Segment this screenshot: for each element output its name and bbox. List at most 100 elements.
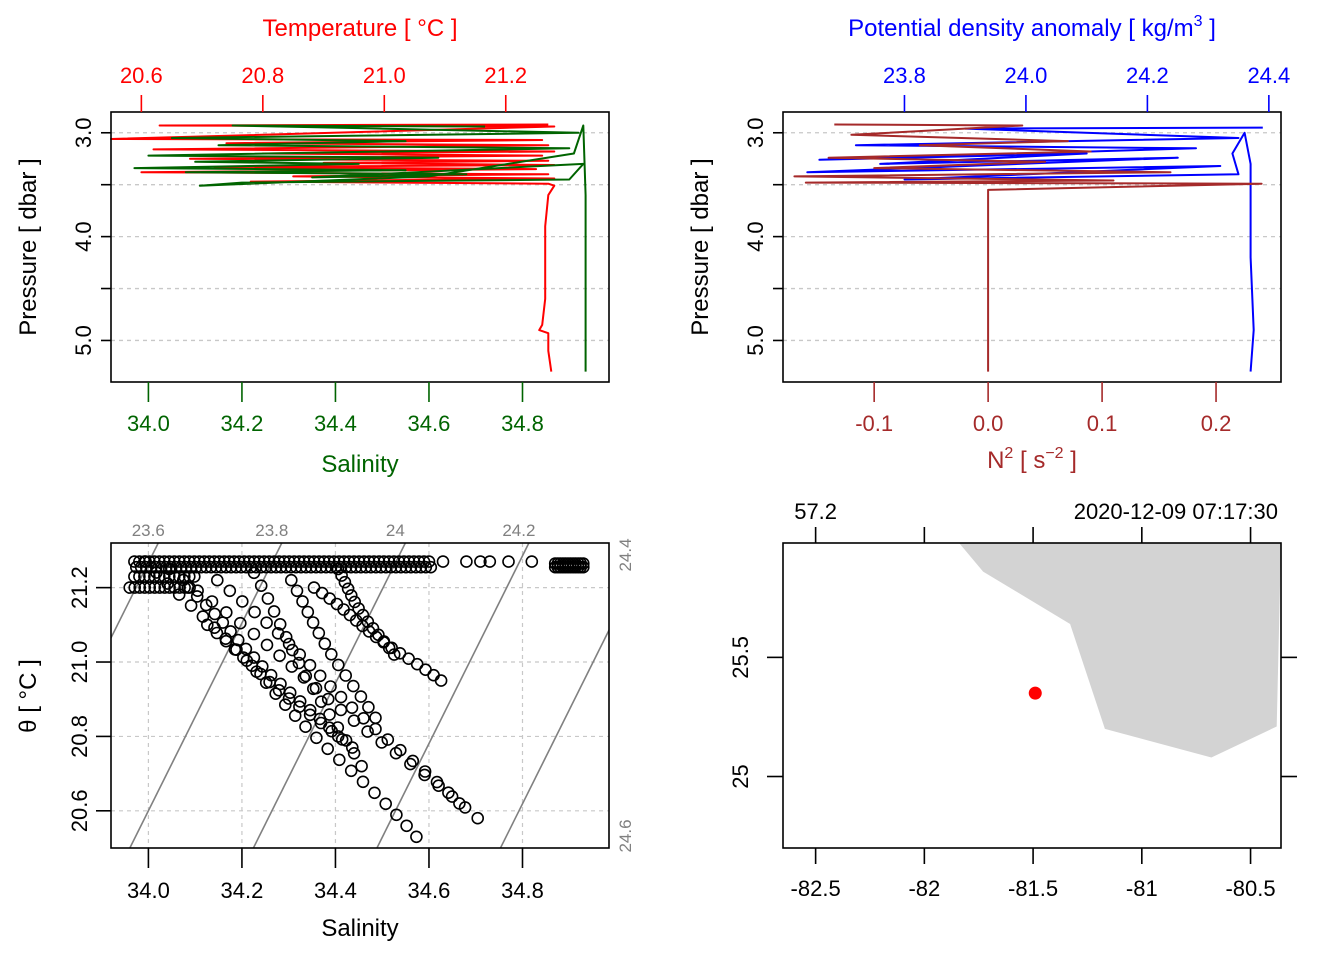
series-line-potential-density-anomaly [806, 126, 1263, 372]
n2-label-sup: 2 [1004, 445, 1013, 462]
data-point [168, 581, 181, 594]
top-axis-title: Potential density anomaly [ kg/m3 ] [848, 13, 1216, 42]
data-point [153, 581, 166, 594]
isopycnal-line [376, 543, 530, 848]
data-point [236, 595, 249, 608]
scatter-points [123, 555, 590, 844]
panel-station-map: -82.5 -82 -81.5 -81 -80.5 25 25.5 57.2 2020-12-0… [728, 499, 1297, 901]
n2-label-unit-sup: −2 [1045, 445, 1063, 462]
data-point [347, 714, 361, 728]
axes: 3.0 4.0 5.0 -0.1 0.0 0.1 0.2 23.8 24.0 24.2 24.4 [743, 63, 1290, 436]
data-point [445, 790, 459, 803]
data-point [271, 626, 285, 640]
data-point [387, 648, 401, 661]
x-top-tick-label: 20.8 [241, 63, 284, 88]
x-top-tick-label: 21.0 [363, 63, 406, 88]
y-tick-label: 20.6 [67, 789, 92, 832]
data-point [306, 682, 320, 696]
data-point [324, 680, 337, 693]
isopycnal-label: 23.8 [255, 521, 288, 540]
data-point [247, 651, 261, 664]
axes: -82.5 -82 -81.5 -81 -80.5 25 25.5 57.2 2020-12-0… [728, 499, 1297, 901]
data-point [436, 555, 450, 568]
data-point [356, 775, 370, 789]
data-point [247, 627, 261, 641]
data-point [331, 658, 345, 672]
isopycnals [111, 524, 785, 866]
data-point [260, 616, 273, 630]
data-point [310, 731, 323, 745]
data-point [269, 687, 283, 701]
y-tick-label: 4.0 [743, 221, 768, 252]
data-point [345, 701, 359, 715]
y-tick-label: 4.0 [71, 221, 96, 252]
data-point [123, 581, 136, 594]
lon-tick-label: -82 [908, 876, 940, 901]
data-point [404, 757, 417, 771]
x-top-tick-label: 21.2 [484, 63, 527, 88]
data-point [418, 765, 432, 778]
data-point [352, 602, 365, 615]
data-point [220, 606, 233, 619]
x-bottom-tick-label: 34.4 [314, 411, 357, 436]
isopycnal-label: 24.6 [616, 819, 635, 852]
isopycnal-line [128, 543, 283, 848]
data-point [158, 581, 171, 594]
data-point [379, 797, 393, 811]
data-point [282, 637, 296, 651]
data-point [502, 555, 515, 568]
y-tick-label: 21.0 [67, 641, 92, 684]
data-point [273, 617, 287, 631]
data-point [282, 692, 296, 705]
data-point [525, 555, 539, 568]
y-axis-title: θ [ °C ] [15, 659, 42, 733]
x-top-tick-label: 24.4 [1247, 63, 1290, 88]
data-point [267, 605, 281, 618]
n2-label-n: N [987, 447, 1004, 474]
data-point [314, 695, 328, 709]
data-point [483, 555, 497, 568]
data-point [357, 711, 370, 725]
data-point [303, 658, 317, 672]
data-point [263, 675, 276, 689]
x-tick-label: 34.8 [501, 878, 544, 903]
data-point [325, 724, 339, 738]
data-point [338, 575, 352, 589]
data-point [313, 669, 327, 683]
isopycnal-line [615, 524, 785, 866]
isopycnal-labels: 23.6 23.8 24 24.2 24.4 24.6 [132, 521, 635, 853]
data-point [346, 679, 360, 693]
data-point [219, 634, 233, 648]
lat-tick-label: 25 [728, 764, 753, 788]
data-point [332, 753, 346, 767]
data-point [318, 637, 332, 651]
isopycnal-line [252, 543, 407, 848]
data-point [261, 592, 275, 605]
x-tick-label: 34.6 [408, 878, 451, 903]
data-point [199, 598, 213, 612]
data-point [347, 746, 361, 760]
data-point [471, 811, 485, 825]
data-point [323, 592, 337, 605]
data-point [143, 581, 156, 594]
data-point [201, 618, 214, 632]
x-axis-title: Salinity [321, 915, 398, 942]
data-point [410, 830, 423, 844]
data-point [324, 647, 338, 661]
data-point [299, 720, 312, 734]
data-point [285, 643, 299, 657]
data-point [334, 703, 348, 717]
data-point [355, 759, 368, 773]
land [959, 543, 1281, 758]
data-point [576, 557, 590, 570]
x-top-tick-label: 23.8 [883, 63, 926, 88]
grid [783, 132, 1281, 342]
data-point [576, 560, 590, 574]
y-tick-label: 3.0 [743, 117, 768, 148]
data-point [474, 555, 487, 568]
data-point [400, 819, 413, 833]
series-line-salinity [133, 124, 587, 372]
data-point [237, 651, 250, 664]
data-point [434, 674, 448, 687]
data-point [188, 570, 201, 583]
